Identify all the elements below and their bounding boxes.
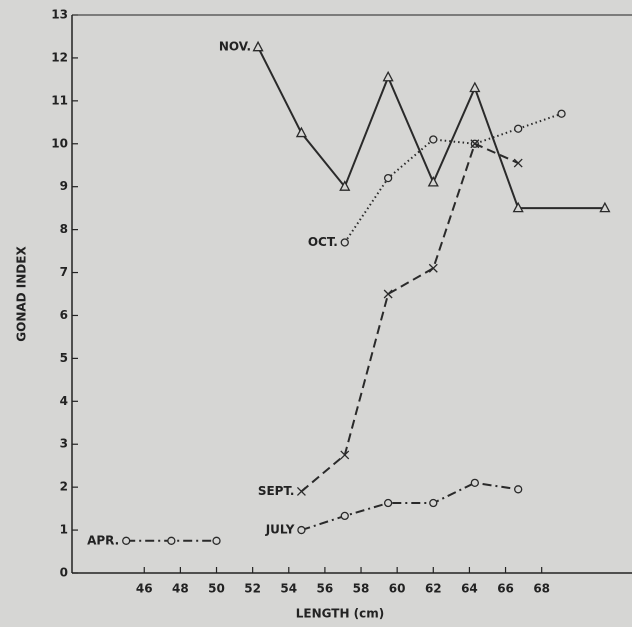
marker (469, 81, 481, 93)
line (301, 481, 519, 532)
marker (428, 263, 438, 273)
series-label: JULY (265, 523, 295, 537)
marker (296, 486, 306, 496)
marker (252, 40, 264, 52)
y-tick-label: 5 (60, 351, 68, 365)
series-label: SEPT. (258, 484, 295, 498)
series-label: APR. (87, 533, 119, 547)
marker (513, 158, 523, 168)
x-tick-label: 54 (280, 582, 297, 596)
marker (122, 536, 131, 545)
marker (340, 511, 349, 521)
marker (427, 176, 439, 187)
x-tick-label: 66 (497, 582, 514, 596)
marker (599, 201, 611, 213)
series-label: OCT. (308, 235, 338, 249)
marker (383, 173, 393, 183)
marker (512, 201, 524, 213)
marker (295, 126, 307, 138)
marker (557, 109, 566, 118)
y-tick-label: 3 (60, 437, 68, 451)
marker (339, 180, 351, 191)
x-tick-label: 58 (353, 582, 370, 596)
y-tick-label: 12 (51, 50, 68, 64)
x-axis-label: LENGTH (cm) (296, 607, 385, 621)
y-axis-label: GONAD INDEX (15, 246, 29, 342)
x-tick-label: 52 (244, 582, 261, 596)
marker (429, 135, 438, 144)
marker (383, 498, 393, 508)
x-tick-label: 60 (389, 582, 406, 596)
marker (297, 525, 306, 535)
series-label: NOV. (219, 40, 251, 54)
y-tick-label: 8 (60, 222, 68, 236)
line (257, 46, 605, 210)
line (300, 142, 519, 493)
marker (470, 478, 479, 488)
y-tick-label: 4 (60, 394, 68, 408)
y-tick-label: 13 (51, 8, 68, 22)
marker (470, 139, 480, 149)
y-tick-label: 6 (60, 308, 68, 322)
x-tick-label: 68 (533, 582, 550, 596)
x-tick-label: 56 (317, 582, 334, 596)
marker (382, 70, 394, 82)
marker (212, 536, 221, 545)
y-tick-label: 11 (51, 93, 68, 107)
x-tick-label: 64 (461, 582, 478, 596)
line (343, 112, 562, 244)
x-tick-label: 46 (136, 582, 153, 596)
y-tick-label: 0 (60, 566, 68, 580)
x-tick-label: 50 (208, 582, 225, 596)
y-tick-label: 7 (60, 265, 68, 279)
marker (383, 289, 393, 299)
marker (340, 450, 350, 460)
marker (167, 536, 176, 545)
y-tick-label: 10 (51, 136, 68, 150)
marker (514, 485, 523, 494)
marker (429, 498, 438, 508)
marker (514, 124, 523, 133)
x-tick-label: 48 (172, 582, 189, 596)
y-tick-label: 9 (60, 179, 68, 193)
y-tick-label: 2 (60, 480, 68, 494)
x-tick-label: 62 (425, 582, 442, 596)
marker (340, 238, 349, 247)
y-tick-label: 1 (60, 523, 68, 537)
